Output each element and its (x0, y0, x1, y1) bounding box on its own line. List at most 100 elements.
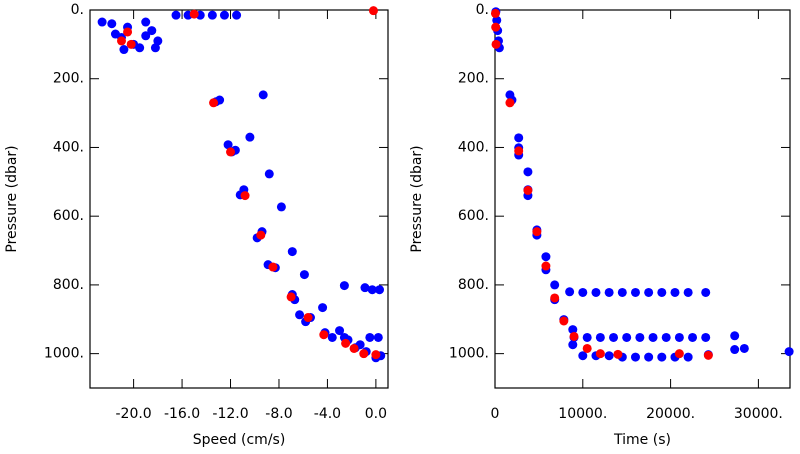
point (110, 29, 120, 39)
x-tick-label: 30000. (734, 406, 783, 422)
y-tick-label: 1000. (449, 346, 489, 362)
point (541, 252, 551, 262)
point (123, 27, 133, 37)
point (630, 352, 640, 362)
point (550, 280, 560, 290)
x-tick-label: -8.0 (265, 406, 292, 422)
point (701, 332, 711, 342)
point (514, 146, 524, 156)
y-axis-label: Pressure (dbar) (409, 145, 425, 252)
point (523, 185, 533, 195)
point (739, 343, 749, 353)
point (126, 39, 136, 49)
point (559, 316, 569, 326)
point (630, 287, 640, 297)
point (568, 325, 578, 335)
x-tick-label: 0 (491, 406, 500, 422)
y-tick-label: 1000. (44, 346, 84, 362)
point (514, 133, 524, 143)
point (319, 330, 329, 340)
point (141, 31, 151, 41)
point (359, 349, 369, 359)
y-tick-label: 200. (458, 71, 489, 87)
point (258, 90, 268, 100)
point (505, 98, 515, 108)
point (595, 349, 605, 359)
y-tick-label: 400. (53, 139, 84, 155)
point (327, 332, 337, 342)
point (371, 350, 381, 360)
point (582, 343, 592, 353)
point (219, 10, 229, 20)
point (657, 352, 667, 362)
point (147, 26, 157, 36)
point (264, 169, 274, 179)
point (674, 332, 684, 342)
point (318, 303, 328, 313)
point (683, 287, 693, 297)
point (568, 340, 578, 350)
point (648, 332, 658, 342)
y-axis-label: Pressure (dbar) (4, 145, 20, 252)
point (335, 326, 345, 336)
y-tick-label: 400. (458, 139, 489, 155)
point (360, 283, 370, 293)
point (245, 132, 255, 142)
y-tick-label: 800. (458, 277, 489, 293)
point (207, 10, 217, 20)
point (604, 351, 614, 361)
point (375, 285, 385, 295)
point (541, 261, 551, 271)
point (609, 332, 619, 342)
y-tick-label: 200. (53, 71, 84, 87)
point (368, 6, 378, 16)
point (303, 313, 313, 323)
point (730, 331, 740, 341)
point (578, 351, 588, 361)
point (730, 345, 740, 355)
point (135, 43, 145, 53)
point (171, 10, 181, 20)
point (119, 45, 129, 55)
x-tick-label: -12.0 (212, 406, 248, 422)
point (349, 343, 359, 353)
point (569, 331, 579, 341)
point (153, 36, 163, 46)
point (784, 347, 794, 357)
point (150, 43, 160, 53)
point (491, 22, 501, 32)
point (232, 10, 242, 20)
x-tick-label: -4.0 (314, 406, 341, 422)
point (523, 167, 533, 177)
point (578, 287, 588, 297)
y-tick-label: 800. (53, 277, 84, 293)
point (107, 19, 117, 29)
point (339, 281, 349, 291)
point (670, 287, 680, 297)
x-tick-label: 0.0 (365, 406, 387, 422)
point (367, 285, 377, 295)
point (189, 9, 199, 19)
point (223, 140, 233, 150)
point (591, 287, 601, 297)
point (365, 332, 375, 342)
y-tick-label: 600. (53, 208, 84, 224)
point (490, 8, 500, 18)
point (604, 287, 614, 297)
point (373, 332, 383, 342)
point (286, 292, 296, 302)
point (613, 349, 623, 359)
point (644, 287, 654, 297)
point (492, 15, 502, 25)
x-tick-label: -20.0 (115, 406, 151, 422)
point (635, 332, 645, 342)
point (299, 270, 309, 280)
point (703, 350, 713, 360)
point (661, 332, 671, 342)
y-tick-label: 600. (458, 208, 489, 224)
point (240, 191, 250, 201)
point (116, 36, 126, 46)
point (276, 202, 286, 212)
